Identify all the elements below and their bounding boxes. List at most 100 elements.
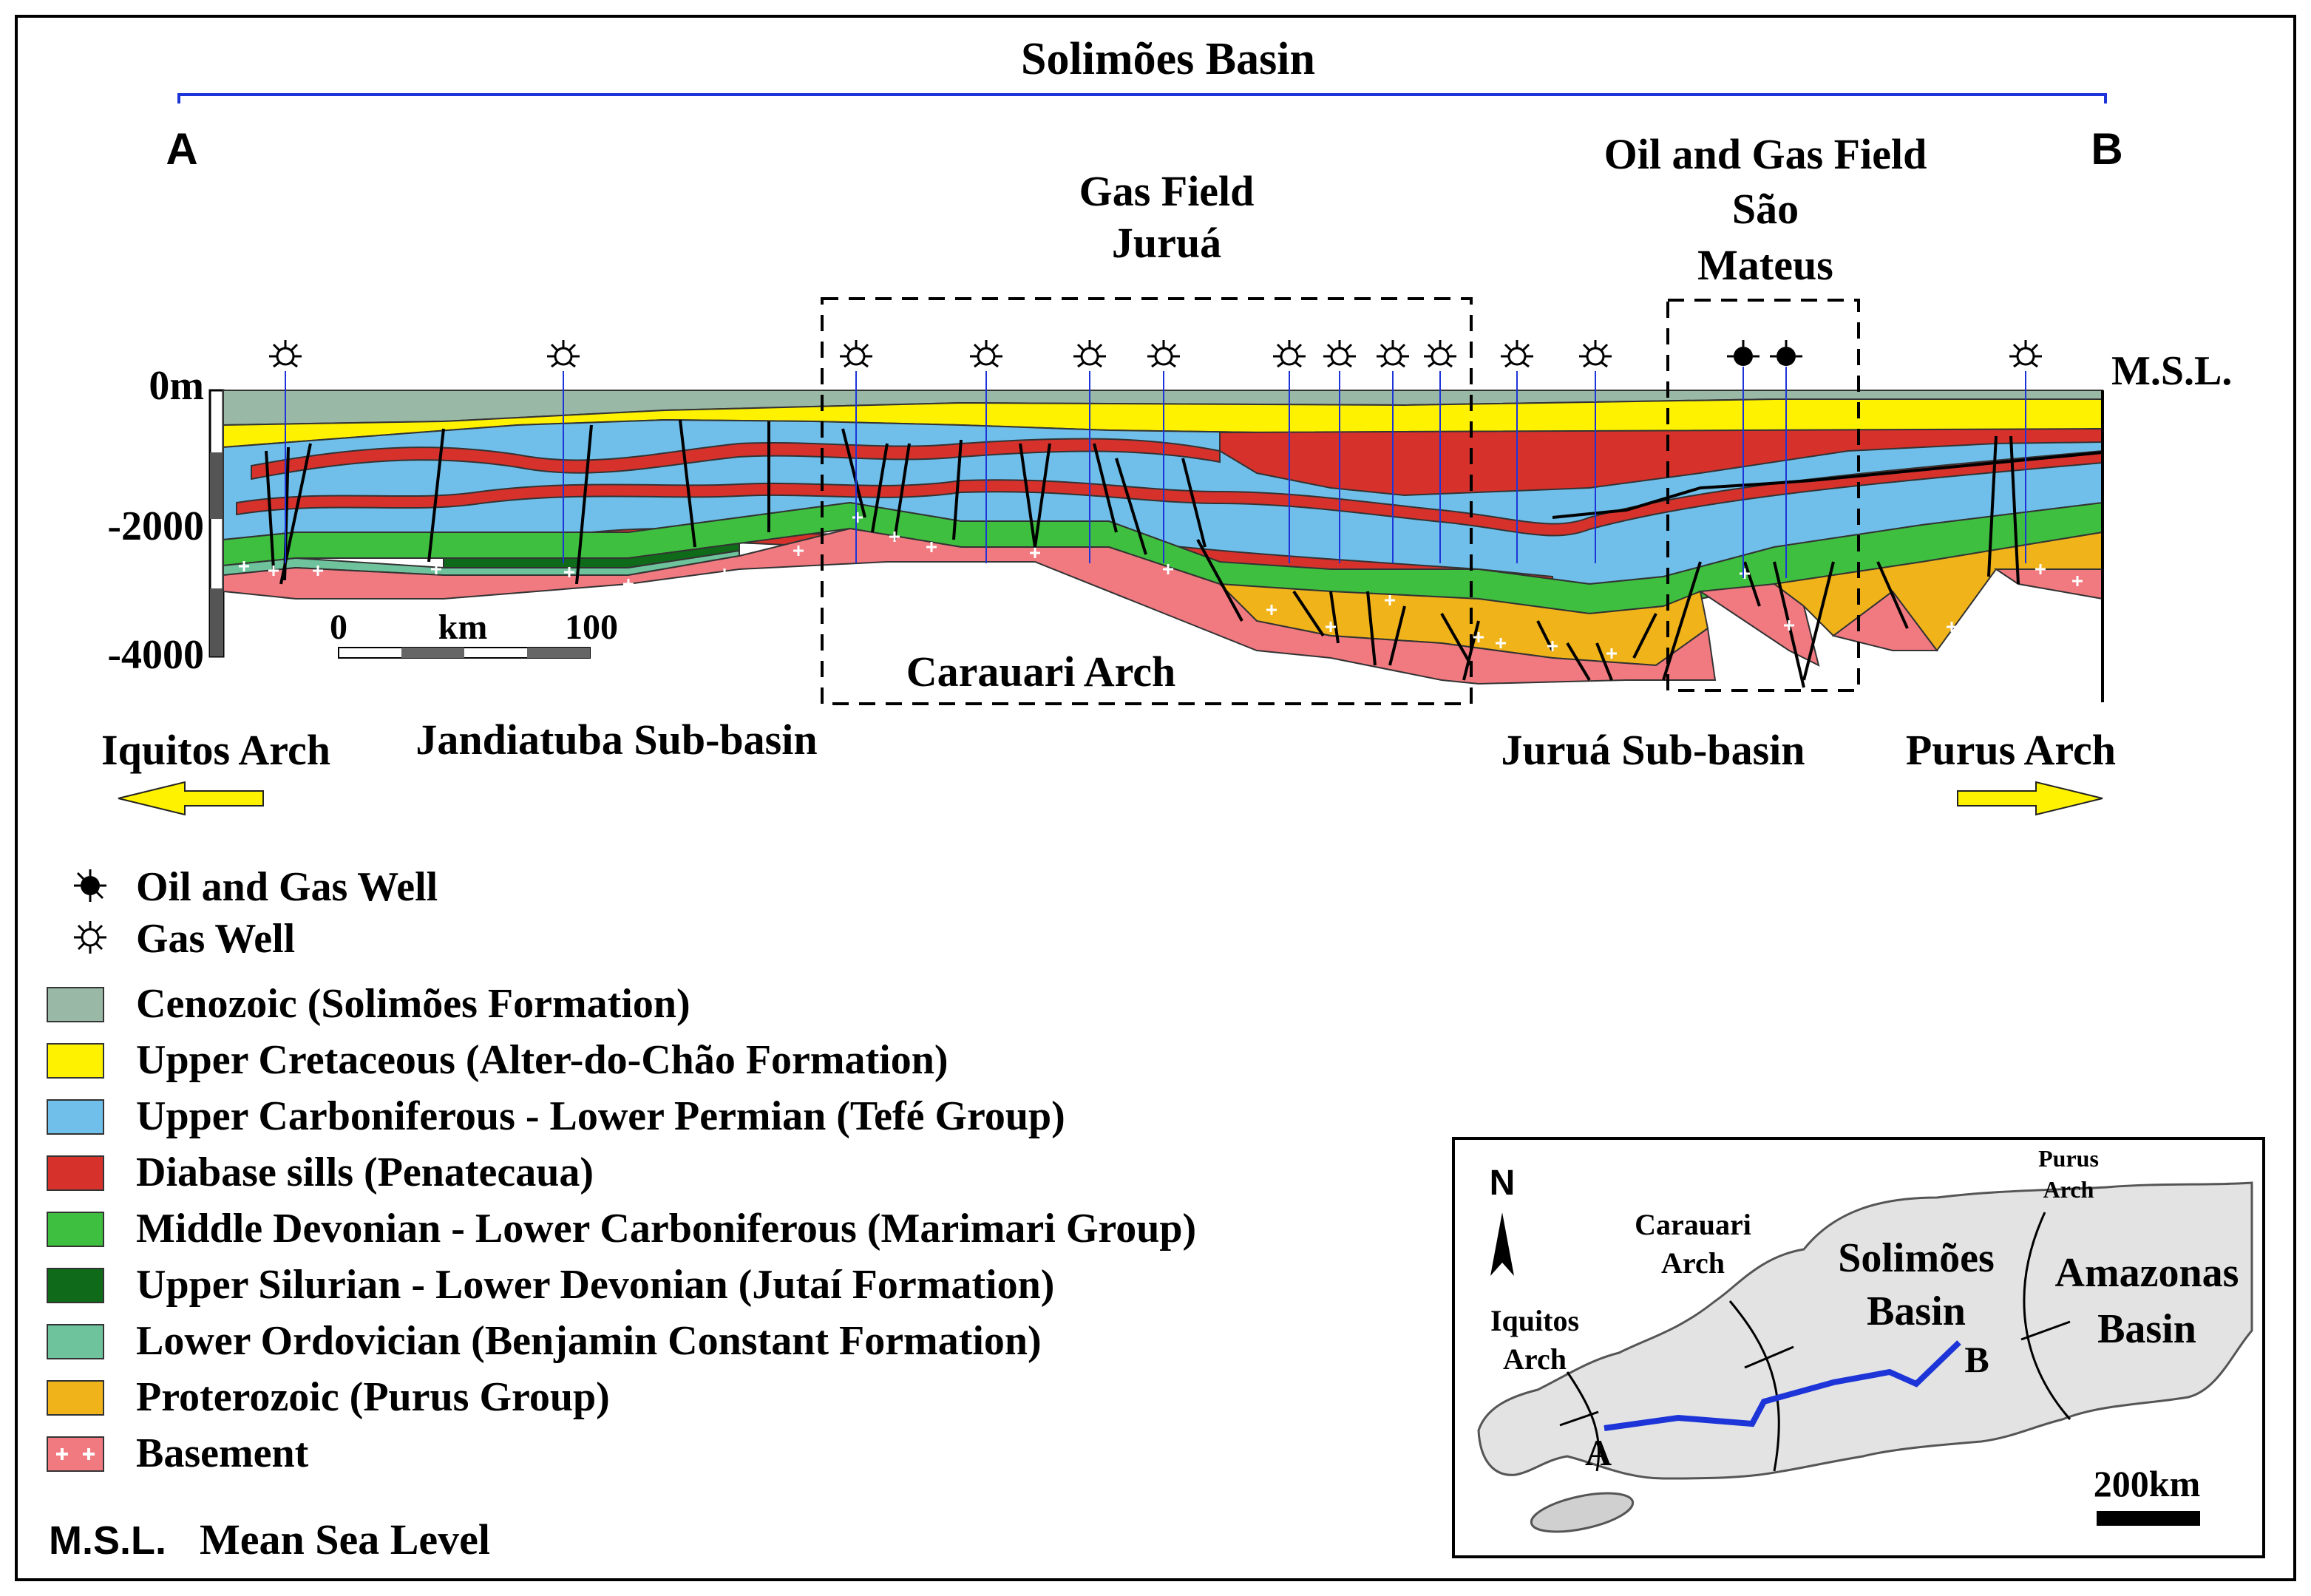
inset-purus-2: Arch [2043,1176,2094,1203]
north-label: N [1490,1164,1516,1203]
oil-gas-well-icon [1727,340,1759,578]
inset-solimoes-2: Basin [1867,1288,1966,1334]
inset-point-a: A [1585,1432,1612,1473]
scale-unit: km [438,608,488,647]
legend-unit-item: Upper Cretaceous (Alter-do-Chão Formatio… [47,1037,949,1083]
endpoint-a-label: A [166,124,197,174]
oil-gas-well-icon [74,869,106,902]
gas-well-icon [1273,340,1306,563]
legend-unit-item: Middle Devonian - Lower Carboniferous (M… [47,1206,1196,1252]
inset-purus-1: Purus [2038,1145,2099,1172]
legend-unit-item: Cenozoic (Solimões Formation) [47,981,690,1027]
wells-layer [269,340,2042,578]
legend-unit-label: Diabase sills (Penatecaua) [136,1150,594,1195]
legend-unit-item: Upper Silurian - Lower Devonian (Jutaí F… [47,1262,1054,1308]
inset-map: N Carauari Arch Purus Arch Iquitos Arch … [1452,1137,2265,1558]
arch-lines [1566,1212,2071,1472]
legend-unit-label: Middle Devonian - Lower Carboniferous (M… [136,1206,1196,1252]
oil-gas-well-icon [1770,340,1802,578]
legend-note-text: Mean Sea Level [200,1515,490,1563]
inset-carauari-1: Carauari [1635,1208,1751,1241]
scale-end: 100 [565,608,618,647]
gas-well-icon [2009,340,2042,563]
oil-gas-field-label-1: Oil and Gas Field [1604,130,1927,178]
legend-swatch [47,1436,104,1472]
inset-iquitos-2: Arch [1503,1342,1567,1376]
arrow-left-icon [118,781,264,816]
inset-scale-bar [2097,1511,2200,1526]
legend-swatch [47,1099,104,1135]
legend-oil-gas-well: Oil and Gas Well [74,864,438,910]
oil-gas-field-label-2: São [1732,185,1799,233]
legend-unit-label: Upper Cretaceous (Alter-do-Chão Formatio… [136,1037,949,1083]
depth-tick-4000: -4000 [107,632,204,678]
legend-gas-well-label: Gas Well [136,916,295,962]
unit-basement [223,527,2103,685]
legend-unit-label: Upper Silurian - Lower Devonian (Jutaí F… [136,1262,1054,1308]
gas-well-icon [1147,340,1180,563]
fault-lines [265,390,2104,702]
legend-swatch [47,987,104,1022]
inset-iquitos-1: Iquitos [1490,1304,1579,1337]
legend-unit-item: Lower Ordovician (Benjamin Constant Form… [47,1318,1042,1364]
legend-unit-label: Cenozoic (Solimões Formation) [136,981,690,1027]
oil-gas-field-box [1666,299,1860,692]
jurua-subbasin-label: Juruá Sub-basin [1501,726,1805,774]
depth-tick-2000: -2000 [107,503,204,549]
inset-point-b: B [1964,1339,1989,1380]
legend-unit-item: Proterozoic (Purus Group) [47,1374,610,1420]
legend-swatch [47,1268,104,1303]
gas-well-icon [1579,340,1612,563]
legend: Oil and Gas Well Gas Well Cenozoic (Soli… [47,864,1196,1563]
gas-well-icon [1424,340,1456,563]
gas-well-icon [1501,340,1533,563]
gas-field-label-2: Juruá [1112,219,1221,267]
purus-arch-label: Purus Arch [1906,726,2116,774]
basement-plus-icon [56,1448,95,1460]
arch-direction-arrows [1559,1320,2071,1427]
msl-label: M.S.L. [2111,348,2232,394]
depth-axis: 0m -2000 -4000 [107,363,225,678]
basement-pattern [239,512,2083,659]
legend-unit-item: Diabase sills (Penatecaua) [47,1150,594,1195]
legend-unit-label: Upper Carboniferous - Lower Permian (Tef… [136,1093,1065,1139]
legend-gas-well: Gas Well [74,916,295,962]
legend-oil-gas-well-label: Oil and Gas Well [136,864,438,910]
gas-field-label-1: Gas Field [1079,167,1255,215]
oil-gas-field-label-3: Mateus [1697,241,1833,289]
legend-unit-label: Proterozoic (Purus Group) [136,1374,610,1420]
gas-well-icon [840,340,872,563]
gas-well-icon [269,340,302,563]
legend-units: Cenozoic (Solimões Formation) Upper Creta… [47,981,1196,1476]
inset-amazonas-1: Amazonas [2055,1250,2239,1296]
inset-scale-label: 200km [2094,1463,2200,1504]
carauari-arch-label: Carauari Arch [906,648,1176,696]
gas-well-icon [547,340,580,563]
iquitos-arch-label: Iquitos Arch [101,726,330,774]
legend-unit-label: Lower Ordovician (Benjamin Constant Form… [136,1318,1042,1364]
gas-field-box [821,297,1473,705]
basin-extent-bracket [177,93,2107,103]
arrow-right-icon [1957,781,2103,816]
north-arrow-icon [1490,1212,1514,1276]
legend-note-abbr: M.S.L. [49,1518,166,1563]
legend-unit-label: Basement [136,1430,309,1476]
gas-well-icon [970,340,1002,563]
legend-swatch [47,1380,104,1416]
section-scale-bar: 0 km 100 [330,608,618,659]
gas-well-icon [74,921,106,954]
section-line [1604,1340,1961,1431]
gas-well-icon [1323,340,1356,563]
legend-swatch [47,1043,104,1079]
inset-solimoes-1: Solimões [1838,1235,1995,1281]
inset-carauari-2: Arch [1661,1246,1725,1280]
legend-swatch [47,1324,104,1359]
lake-feature [1530,1492,1635,1533]
legend-unit-item: Basement [47,1430,309,1476]
scale-start: 0 [330,608,347,647]
legend-swatch [47,1155,104,1191]
depth-tick-0: 0m [149,363,204,409]
legend-swatch [47,1212,104,1247]
gas-well-icon [1073,340,1106,563]
